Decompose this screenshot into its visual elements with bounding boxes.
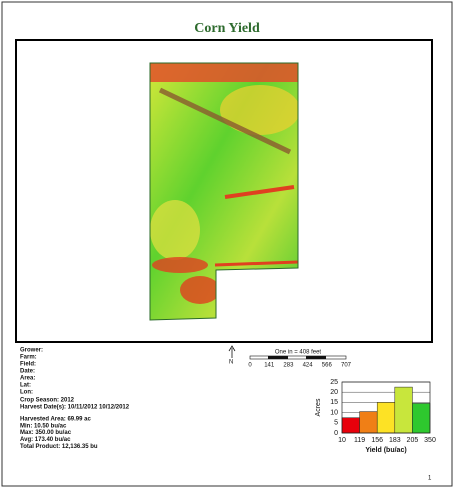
scale-tick-label: 707 [341,363,352,369]
scale-tick-label: 283 [283,363,294,369]
info-field: Farm: [20,355,37,361]
info-field: Field: [20,362,36,368]
info-field: Lon: [20,390,33,396]
scale-tick-label: 566 [322,363,333,369]
scale-tick-label: 0 [248,363,252,369]
stat-line: Max: 350.00 bu/ac [20,430,72,436]
y-tick-label: 15 [330,399,338,406]
field-outline [149,62,299,321]
y-axis-label: Acres [315,398,322,416]
y-tick-label: 25 [330,379,338,386]
stat-line: Total Product: 12,136.35 bu [20,444,98,450]
y-tick-label: 5 [334,420,338,427]
info-field: Area: [20,376,35,382]
plot-frame [341,381,431,434]
histogram-bar [341,417,360,434]
info-field: Grower: [20,348,43,354]
y-tick-label: 10 [330,409,338,416]
stat-line: Min: 10.50 bu/ac [20,423,67,429]
y-tick-label: 0 [334,430,338,437]
histogram-bar [376,402,396,434]
stat-line: Harvested Area: 69.99 ac [20,417,91,423]
x-tick-label: 156 [371,437,383,444]
stat-line: Avg: 173.40 bu/ac [20,437,71,443]
x-tick-label: 350 [424,437,436,444]
title: Corn Yield [194,21,260,36]
scale-bar [228,345,347,360]
info-field: Date: [20,369,35,375]
north-label: N [229,360,233,366]
scale-tick-label: 424 [303,363,314,369]
x-tick-label: 183 [389,437,401,444]
histogram-bar [412,403,431,434]
x-tick-label: 10 [338,437,346,444]
season-line: Crop Season: 2012 [20,398,75,404]
info-field: Lat: [20,383,31,389]
scale-label: One in = 408 feet [275,350,322,356]
page-number: 1 [428,476,432,482]
x-axis-label: Yield (bu/ac) [365,447,406,454]
histogram-bar [394,386,413,434]
histogram-bar [359,411,378,434]
season-line: Harvest Date(s): 10/11/2012 10/12/2012 [20,405,130,411]
x-tick-label: 119 [354,437,365,444]
x-tick-label: 205 [407,437,419,444]
y-tick-label: 20 [330,389,338,396]
scale-tick-label: 141 [264,363,275,369]
